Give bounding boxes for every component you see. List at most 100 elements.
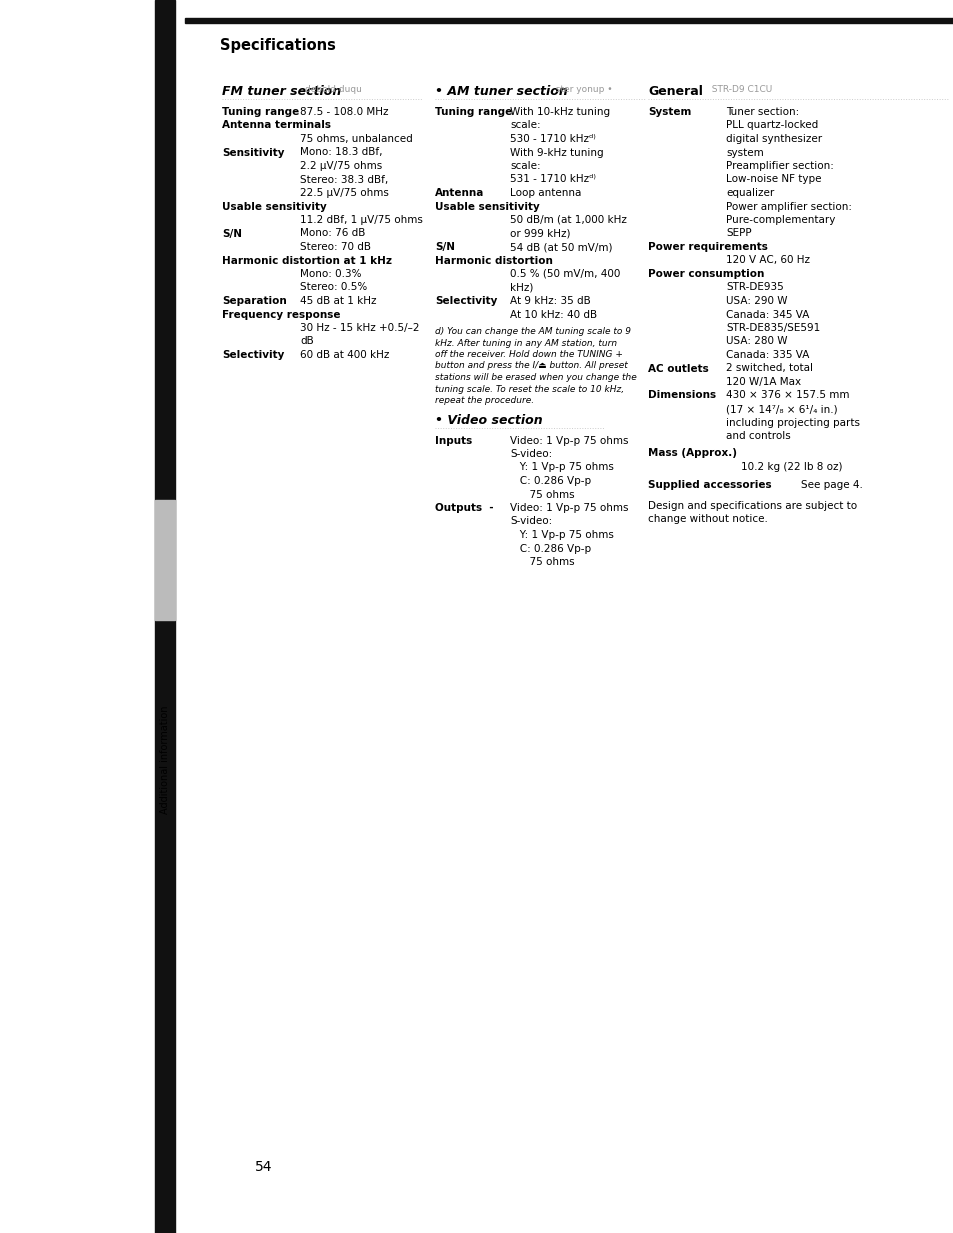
Bar <box>0 0 174 1233</box>
Text: Antenna: Antenna <box>435 187 484 199</box>
Text: (17 × 14⁷/₈ × 6¹/₄ in.): (17 × 14⁷/₈ × 6¹/₄ in.) <box>725 404 837 414</box>
Text: • Video section: • Video section <box>435 413 542 427</box>
Text: Canada: 345 VA: Canada: 345 VA <box>725 309 808 319</box>
Text: 10.2 kg (22 lb 8 oz): 10.2 kg (22 lb 8 oz) <box>740 462 841 472</box>
Bar <box>154 501 174 620</box>
Text: Additional information: Additional information <box>160 705 170 814</box>
Text: kHz. After tuning in any AM station, turn: kHz. After tuning in any AM station, tur… <box>435 339 617 348</box>
Text: or 999 kHz): or 999 kHz) <box>510 228 570 238</box>
Text: 430 × 376 × 157.5 mm: 430 × 376 × 157.5 mm <box>725 391 848 401</box>
Text: change without notice.: change without notice. <box>647 514 767 524</box>
Text: Stereo: 0.5%: Stereo: 0.5% <box>299 282 367 292</box>
Text: scale:: scale: <box>510 162 540 171</box>
Text: S/N: S/N <box>222 228 242 238</box>
Text: 75 ohms, unbalanced: 75 ohms, unbalanced <box>299 134 413 144</box>
Text: 11.2 dBf, 1 μV/75 ohms: 11.2 dBf, 1 μV/75 ohms <box>299 215 422 224</box>
Text: 120 V AC, 60 Hz: 120 V AC, 60 Hz <box>725 255 809 265</box>
Text: Tuner section:: Tuner section: <box>725 107 799 117</box>
Text: Stereo: 70 dB: Stereo: 70 dB <box>299 242 371 252</box>
Text: Tuning range: Tuning range <box>222 107 299 117</box>
Text: C: 0.286 Vp-p: C: 0.286 Vp-p <box>510 544 591 554</box>
Text: Tuning range: Tuning range <box>435 107 512 117</box>
Text: equalizer: equalizer <box>725 187 774 199</box>
Text: off the receiver. Hold down the TUNING +: off the receiver. Hold down the TUNING + <box>435 350 622 359</box>
Text: S-video:: S-video: <box>510 517 552 526</box>
Text: 87.5 - 108.0 MHz: 87.5 - 108.0 MHz <box>299 107 388 117</box>
Text: 22.5 μV/75 ohms: 22.5 μV/75 ohms <box>299 187 389 199</box>
Text: Loop antenna: Loop antenna <box>510 187 580 199</box>
Bar <box>185 18 953 23</box>
Text: 530 - 1710 kHzᵈ⁾: 530 - 1710 kHzᵈ⁾ <box>510 134 595 144</box>
Text: At 9 kHz: 35 dB: At 9 kHz: 35 dB <box>510 296 590 306</box>
Text: 531 - 1710 kHzᵈ⁾: 531 - 1710 kHzᵈ⁾ <box>510 175 596 185</box>
Text: At 10 kHz: 40 dB: At 10 kHz: 40 dB <box>510 309 597 319</box>
Text: Low-noise NF type: Low-noise NF type <box>725 175 821 185</box>
Text: • AM tuner section: • AM tuner section <box>435 85 567 97</box>
Text: Mono: 18.3 dBf,: Mono: 18.3 dBf, <box>299 148 382 158</box>
Text: system: system <box>725 148 763 158</box>
Text: Separation: Separation <box>222 296 287 306</box>
Text: S/N: S/N <box>435 242 455 252</box>
Text: Selectivity: Selectivity <box>435 296 497 306</box>
Text: Canada: 335 VA: Canada: 335 VA <box>725 350 808 360</box>
Text: tuning scale. To reset the scale to 10 kHz,: tuning scale. To reset the scale to 10 k… <box>435 385 623 393</box>
Text: 2 switched, total: 2 switched, total <box>725 364 812 374</box>
Text: 2.2 μV/75 ohms: 2.2 μV/75 ohms <box>299 162 382 171</box>
Text: Preamplifier section:: Preamplifier section: <box>725 162 833 171</box>
Text: Y: 1 Vp-p 75 ohms: Y: 1 Vp-p 75 ohms <box>510 462 613 472</box>
Text: digital synthesizer: digital synthesizer <box>725 134 821 144</box>
Text: Pure-complementary: Pure-complementary <box>725 215 835 224</box>
Text: 75 ohms: 75 ohms <box>510 557 574 567</box>
Text: Usable sensitivity: Usable sensitivity <box>222 201 327 212</box>
Text: Harmonic distortion at 1 kHz: Harmonic distortion at 1 kHz <box>222 255 392 265</box>
Text: Power amplifier section:: Power amplifier section: <box>725 201 851 212</box>
Text: scale:: scale: <box>510 121 540 131</box>
Text: d) You can change the AM tuning scale to 9: d) You can change the AM tuning scale to… <box>435 327 630 337</box>
Text: PLL quartz-locked: PLL quartz-locked <box>725 121 818 131</box>
Text: STR-DE935: STR-DE935 <box>725 282 783 292</box>
Text: Frequency response: Frequency response <box>222 309 340 319</box>
Text: Outputs  -: Outputs - <box>435 503 493 513</box>
Text: Usable sensitivity: Usable sensitivity <box>435 201 539 212</box>
Text: USA: 290 W: USA: 290 W <box>725 296 786 306</box>
Text: 30 Hz - 15 kHz +0.5/–2: 30 Hz - 15 kHz +0.5/–2 <box>299 323 419 333</box>
Text: Y: 1 Vp-p 75 ohms: Y: 1 Vp-p 75 ohms <box>510 530 613 540</box>
Text: AC outlets: AC outlets <box>647 364 708 374</box>
Text: Dimensions: Dimensions <box>647 391 716 401</box>
Text: Sensitivity: Sensitivity <box>222 148 284 158</box>
Text: Stereo: 38.3 dBf,: Stereo: 38.3 dBf, <box>299 175 388 185</box>
Text: Video: 1 Vp-p 75 ohms: Video: 1 Vp-p 75 ohms <box>510 503 628 513</box>
Text: Mono: 76 dB: Mono: 76 dB <box>299 228 365 238</box>
Text: dB: dB <box>299 337 314 346</box>
Text: See page 4.: See page 4. <box>801 480 862 490</box>
Text: 120 W/1A Max: 120 W/1A Max <box>725 377 801 387</box>
Text: Design and specifications are subject to: Design and specifications are subject to <box>647 501 856 510</box>
Text: Power requirements: Power requirements <box>647 242 767 252</box>
Text: 54: 54 <box>254 1160 273 1174</box>
Text: Video: 1 Vp-p 75 ohms: Video: 1 Vp-p 75 ohms <box>510 435 628 445</box>
Text: Selectivity: Selectivity <box>222 350 284 360</box>
Text: System: System <box>647 107 691 117</box>
Text: FM tuner section: FM tuner section <box>222 85 341 97</box>
Text: STR-DE835/SE591: STR-DE835/SE591 <box>725 323 820 333</box>
Text: including projecting parts: including projecting parts <box>725 418 859 428</box>
Text: S-video:: S-video: <box>510 449 552 459</box>
Text: Power consumption: Power consumption <box>647 269 763 279</box>
Text: 50 dB/m (at 1,000 kHz: 50 dB/m (at 1,000 kHz <box>510 215 626 224</box>
Text: With 9-kHz tuning: With 9-kHz tuning <box>510 148 603 158</box>
Text: kHz): kHz) <box>510 282 533 292</box>
Bar <box>154 0 174 1233</box>
Text: Supplied accessories: Supplied accessories <box>647 480 771 490</box>
Text: ster yonup •: ster yonup • <box>550 85 612 94</box>
Text: General: General <box>647 85 702 97</box>
Text: stations will be erased when you change the: stations will be erased when you change … <box>435 374 636 382</box>
Text: With 10-kHz tuning: With 10-kHz tuning <box>510 107 610 117</box>
Text: STR-D9 C1CU: STR-D9 C1CU <box>705 85 771 94</box>
Text: Mono: 0.3%: Mono: 0.3% <box>299 269 361 279</box>
Text: Specifications: Specifications <box>220 38 335 53</box>
Text: debold duqu: debold duqu <box>305 85 362 94</box>
Text: Mass (Approx.): Mass (Approx.) <box>647 449 737 459</box>
Text: 54 dB (at 50 mV/m): 54 dB (at 50 mV/m) <box>510 242 612 252</box>
Text: Harmonic distortion: Harmonic distortion <box>435 255 553 265</box>
Text: Inputs: Inputs <box>435 435 472 445</box>
